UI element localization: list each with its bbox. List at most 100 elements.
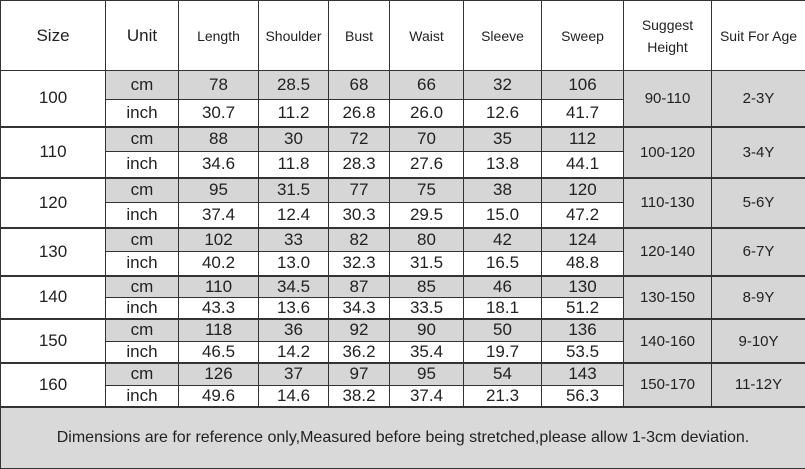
size-cell: 140 [1,276,106,320]
unit-cell: cm [106,276,179,298]
length-cell: 102 [179,228,259,252]
sweep-cell: 106 [542,71,624,100]
header-shoulder: Shoulder [259,1,329,71]
sleeve-cell: 46 [464,276,542,298]
unit-cell: inch [106,152,179,178]
bust-cell: 72 [329,127,390,152]
size-cell: 150 [1,319,106,363]
waist-cell: 90 [390,319,464,341]
sweep-cell: 136 [542,319,624,341]
suit-for-age-cell: 11-12Y [712,363,805,407]
sleeve-cell: 15.0 [464,203,542,228]
header-size: Size [1,1,106,71]
waist-cell: 85 [390,276,464,298]
bust-cell: 97 [329,363,390,385]
waist-cell: 95 [390,363,464,385]
shoulder-cell: 13.0 [259,252,329,276]
unit-cell: inch [106,203,179,228]
header-waist: Waist [390,1,464,71]
unit-cell: cm [106,363,179,385]
shoulder-cell: 36 [259,319,329,341]
sweep-cell: 48.8 [542,252,624,276]
header-sleeve: Sleeve [464,1,542,71]
header-sweep: Sweep [542,1,624,71]
length-cell: 30.7 [179,100,259,127]
suit-for-age-cell: 6-7Y [712,228,805,276]
sweep-cell: 44.1 [542,152,624,178]
header-suggest-height: Suggest Height [624,1,712,71]
unit-cell: inch [106,100,179,127]
length-cell: 34.6 [179,152,259,178]
suit-for-age-cell: 3-4Y [712,127,805,178]
sweep-cell: 112 [542,127,624,152]
sweep-cell: 53.5 [542,341,624,363]
length-cell: 46.5 [179,341,259,363]
size-cell: 130 [1,228,106,276]
footer-note: Dimensions are for reference only,Measur… [1,407,805,469]
size-cell: 100 [1,71,106,127]
suggest-height-cell: 140-160 [624,319,712,363]
suit-for-age-cell: 2-3Y [712,71,805,127]
waist-cell: 33.5 [390,298,464,320]
size-cell: 120 [1,178,106,228]
bust-cell: 26.8 [329,100,390,127]
bust-cell: 36.2 [329,341,390,363]
sleeve-cell: 18.1 [464,298,542,320]
suit-for-age-cell: 5-6Y [712,178,805,228]
shoulder-cell: 28.5 [259,71,329,100]
waist-cell: 37.4 [390,385,464,407]
length-cell: 110 [179,276,259,298]
shoulder-cell: 11.2 [259,100,329,127]
unit-cell: cm [106,71,179,100]
shoulder-cell: 31.5 [259,178,329,203]
header-suit-for-age: Suit For Age [712,1,805,71]
unit-cell: inch [106,341,179,363]
sweep-cell: 143 [542,363,624,385]
sweep-cell: 56.3 [542,385,624,407]
waist-cell: 80 [390,228,464,252]
sweep-cell: 130 [542,276,624,298]
unit-cell: cm [106,127,179,152]
shoulder-cell: 37 [259,363,329,385]
suggest-height-cell: 120-140 [624,228,712,276]
suggest-height-cell: 130-150 [624,276,712,320]
bust-cell: 92 [329,319,390,341]
shoulder-cell: 34.5 [259,276,329,298]
header-unit: Unit [106,1,179,71]
shoulder-cell: 14.6 [259,385,329,407]
sleeve-cell: 35 [464,127,542,152]
length-cell: 95 [179,178,259,203]
header-length: Length [179,1,259,71]
shoulder-cell: 14.2 [259,341,329,363]
bust-cell: 68 [329,71,390,100]
sleeve-cell: 54 [464,363,542,385]
shoulder-cell: 13.6 [259,298,329,320]
unit-cell: inch [106,252,179,276]
sleeve-cell: 12.6 [464,100,542,127]
footer-row: Dimensions are for reference only,Measur… [1,407,805,469]
length-cell: 43.3 [179,298,259,320]
shoulder-cell: 30 [259,127,329,152]
length-cell: 40.2 [179,252,259,276]
unit-cell: inch [106,385,179,407]
waist-cell: 66 [390,71,464,100]
unit-cell: inch [106,298,179,320]
sweep-cell: 120 [542,178,624,203]
bust-cell: 28.3 [329,152,390,178]
length-cell: 49.6 [179,385,259,407]
waist-cell: 26.0 [390,100,464,127]
waist-cell: 29.5 [390,203,464,228]
sleeve-cell: 13.8 [464,152,542,178]
length-cell: 88 [179,127,259,152]
bust-cell: 87 [329,276,390,298]
header-bust: Bust [329,1,390,71]
sleeve-cell: 19.7 [464,341,542,363]
